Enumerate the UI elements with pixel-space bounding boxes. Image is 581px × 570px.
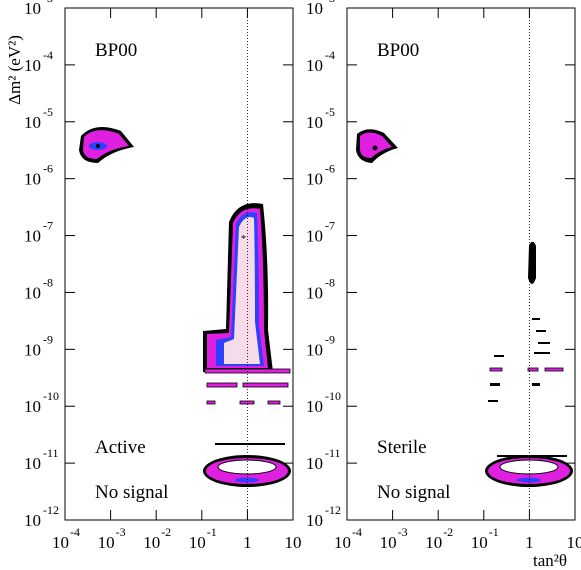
x-tick-sup: -1 bbox=[489, 525, 499, 539]
y-tick-label: 10 bbox=[24, 283, 41, 302]
x-tick-label: 1 bbox=[243, 533, 252, 552]
y-tick-label: 10 bbox=[306, 283, 323, 302]
best-fit-star: * bbox=[241, 234, 246, 245]
x-tick-label: 10 bbox=[567, 533, 581, 552]
annotation: BP00 bbox=[95, 40, 137, 61]
y-tick-label: 10 bbox=[24, 397, 41, 416]
y-tick-label: 10 bbox=[24, 113, 41, 132]
y-tick-label: 10 bbox=[24, 56, 41, 75]
y-tick-sup: -4 bbox=[43, 48, 53, 62]
y-tick-label: 10 bbox=[306, 511, 323, 530]
x-tick-label: 10 bbox=[52, 533, 69, 552]
x-tick-label: 10 bbox=[425, 533, 442, 552]
x-tick-label: 10 bbox=[471, 533, 488, 552]
annotation: Active bbox=[95, 437, 146, 458]
x-tick-label: 1 bbox=[525, 533, 534, 552]
y-tick-label: 10 bbox=[24, 0, 41, 18]
y-tick-sup: -8 bbox=[43, 275, 53, 289]
x-tick-sup: -1 bbox=[207, 525, 217, 539]
x-tick-label: 10 bbox=[334, 533, 351, 552]
y-tick-label: 10 bbox=[306, 340, 323, 359]
y-tick-label: 10 bbox=[306, 0, 323, 18]
x-tick-sup: -4 bbox=[352, 525, 362, 539]
y-tick-label: 10 bbox=[24, 170, 41, 189]
y-tick-sup: -11 bbox=[43, 446, 59, 460]
y-tick-sup: -5 bbox=[43, 105, 53, 119]
contours-sterile bbox=[356, 129, 573, 487]
y-tick-label: 10 bbox=[24, 227, 41, 246]
y-tick-label: 10 bbox=[306, 113, 323, 132]
y-tick-sup: -9 bbox=[325, 332, 335, 346]
x-tick-label: 10 bbox=[98, 533, 115, 552]
x-tick-sup: -4 bbox=[70, 525, 80, 539]
y-tick-sup: -6 bbox=[43, 162, 53, 176]
y-tick-sup: -3 bbox=[43, 0, 53, 5]
x-tick-sup: -2 bbox=[161, 525, 171, 539]
x-tick-sup: -3 bbox=[116, 525, 126, 539]
y-tick-sup: -12 bbox=[325, 503, 341, 517]
y-tick-label: 10 bbox=[24, 340, 41, 359]
x-tick-label: 10 bbox=[285, 533, 302, 552]
y-tick-sup: -4 bbox=[325, 48, 335, 62]
y-tick-label: 10 bbox=[306, 454, 323, 473]
annotation: BP00 bbox=[377, 40, 419, 61]
y-tick-sup: -7 bbox=[325, 219, 335, 233]
y-tick-label: 10 bbox=[306, 227, 323, 246]
x-tick-label: 10 bbox=[189, 533, 206, 552]
x-tick-label: 10 bbox=[380, 533, 397, 552]
plot-frame bbox=[346, 7, 576, 521]
y-tick-sup: -9 bbox=[43, 332, 53, 346]
y-tick-sup: -3 bbox=[325, 0, 335, 5]
y-tick-label: 10 bbox=[24, 511, 41, 530]
y-tick-label: 10 bbox=[306, 56, 323, 75]
annotation: No signal bbox=[95, 482, 168, 503]
plot-frame bbox=[64, 7, 294, 521]
annotation: No signal bbox=[377, 482, 450, 503]
x-tick-sup: -2 bbox=[443, 525, 453, 539]
y-tick-sup: -6 bbox=[325, 162, 335, 176]
y-axis-label: Δm² (eV²) bbox=[5, 35, 24, 105]
y-tick-sup: -5 bbox=[325, 105, 335, 119]
y-tick-label: 10 bbox=[306, 170, 323, 189]
x-tick-label: 10 bbox=[143, 533, 160, 552]
y-tick-sup: -11 bbox=[325, 446, 341, 460]
y-tick-sup: -10 bbox=[325, 389, 341, 403]
x-tick-sup: -3 bbox=[398, 525, 408, 539]
y-tick-label: 10 bbox=[306, 397, 323, 416]
y-tick-sup: -10 bbox=[43, 389, 59, 403]
y-tick-sup: -7 bbox=[43, 219, 53, 233]
contours-active: * bbox=[79, 127, 291, 487]
annotation: Sterile bbox=[377, 437, 427, 458]
y-tick-label: 10 bbox=[24, 454, 41, 473]
y-tick-sup: -12 bbox=[43, 503, 59, 517]
y-tick-sup: -8 bbox=[325, 275, 335, 289]
x-axis-label: tan²θ bbox=[533, 551, 567, 570]
